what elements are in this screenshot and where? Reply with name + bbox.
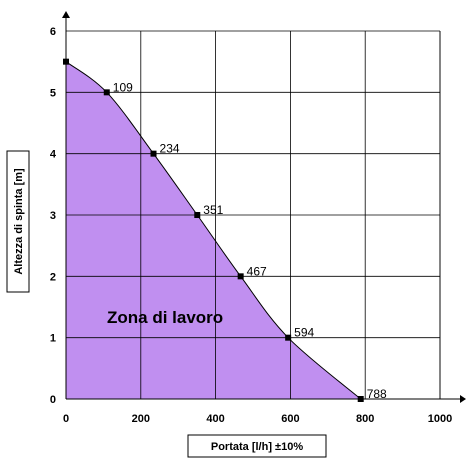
x-tick-label: 200 [132, 413, 150, 425]
y-axis-title: Altezza di spinta [m] [13, 168, 25, 275]
y-tick-label: 5 [50, 87, 56, 99]
x-tick-label: 0 [63, 413, 69, 425]
x-tick-label: 1000 [428, 413, 452, 425]
data-point [103, 89, 110, 96]
y-tick-label: 6 [50, 26, 56, 38]
grid-layer [66, 30, 441, 399]
data-point [237, 273, 244, 280]
data-label: 594 [294, 326, 314, 340]
x-axis-arrow [460, 395, 466, 403]
data-point [63, 58, 69, 65]
data-point [285, 334, 292, 341]
y-tick-label: 1 [50, 333, 56, 345]
marker-layer [63, 58, 364, 402]
data-point [150, 150, 157, 157]
x-axis-title-box [187, 434, 327, 458]
data-label: 351 [203, 203, 223, 217]
data-label: 467 [247, 264, 267, 278]
y-tick-label: 4 [50, 149, 57, 161]
work-zone-label: Zona di lavoro [107, 308, 223, 327]
y-tick-label: 0 [50, 394, 56, 406]
x-tick-label: 600 [281, 413, 299, 425]
work-zone-area-layer [66, 61, 361, 400]
y-tick-label: 2 [50, 271, 56, 283]
y-axis-title-box [6, 150, 30, 293]
label-layer: Zona di lavoro 0 200 400 600 800 100001234561… [50, 26, 452, 425]
data-label: 788 [367, 387, 387, 401]
x-axis-title: Portata [l/h] ±10% [211, 441, 303, 453]
x-axis-title-group: Portata [l/h] ±10% [187, 434, 327, 458]
y-axis-title-group: Altezza di spinta [m] [6, 150, 30, 293]
axis-layer [62, 11, 466, 403]
x-tick-label: 400 [206, 413, 224, 425]
data-point [194, 212, 201, 218]
work-zone-fill [66, 61, 361, 400]
data-label: 234 [160, 142, 180, 156]
data-label: 109 [113, 80, 133, 94]
y-tick-label: 3 [50, 210, 56, 222]
x-tick-label: 800 [356, 413, 374, 425]
data-point [357, 396, 364, 402]
y-axis-arrow [62, 11, 70, 18]
